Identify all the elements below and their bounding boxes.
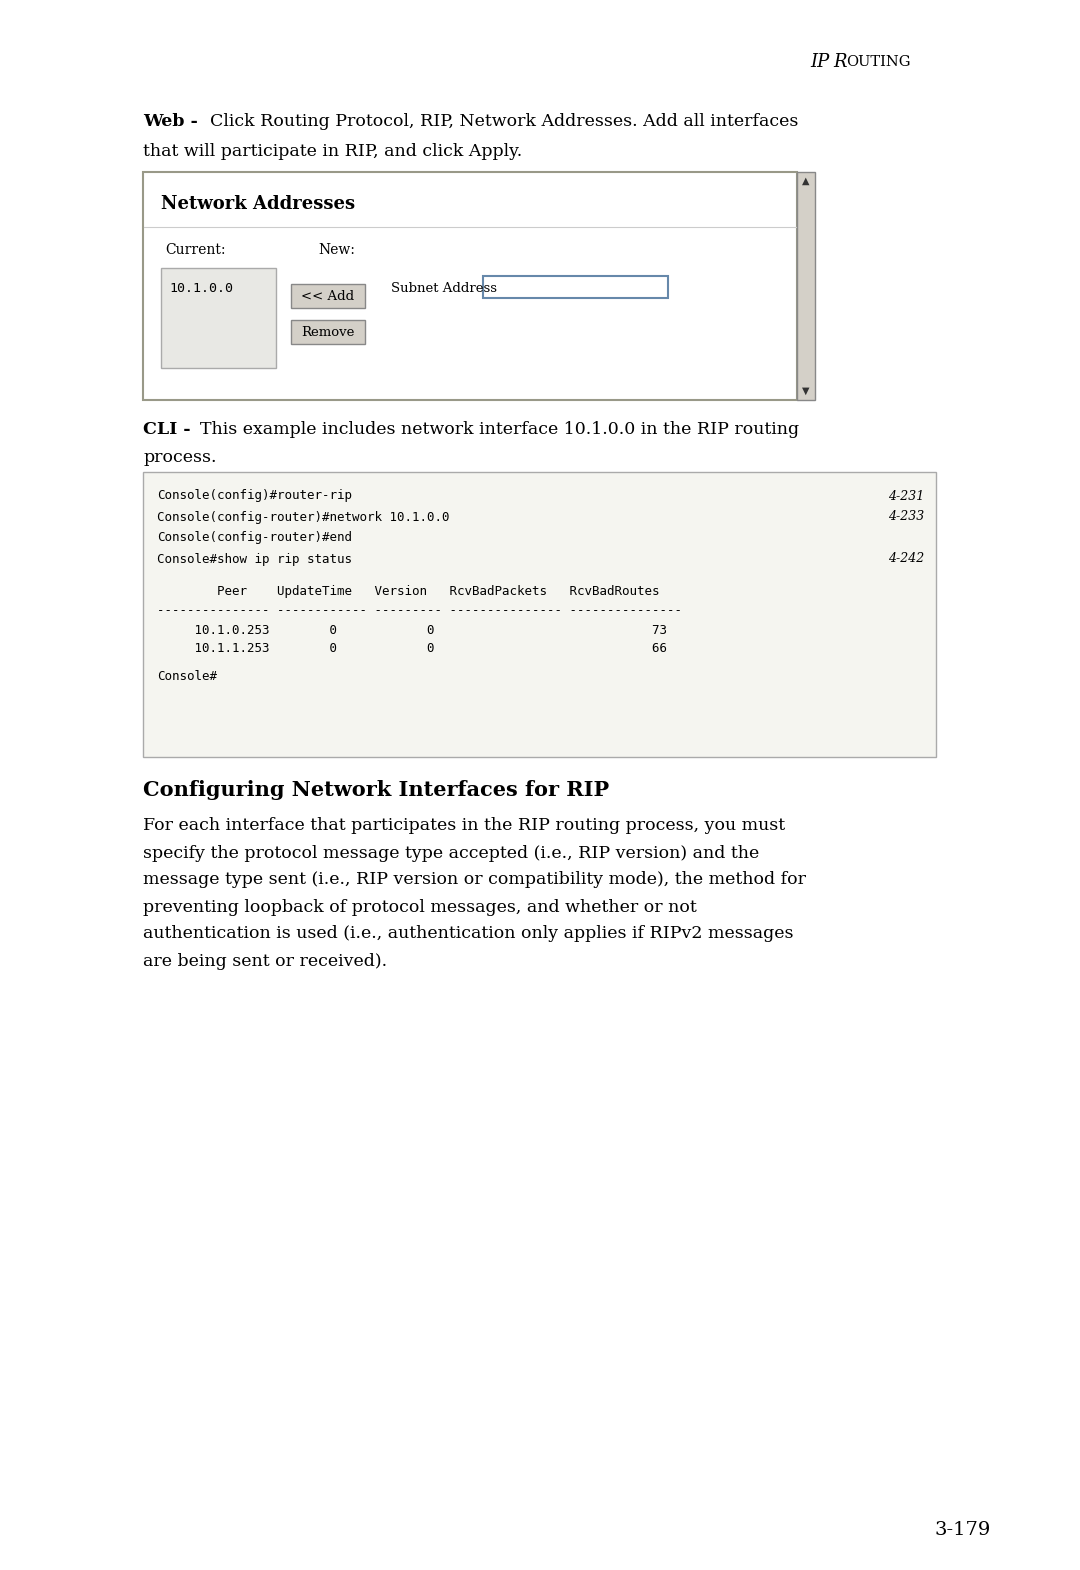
Text: preventing loopback of protocol messages, and whether or not: preventing loopback of protocol messages… xyxy=(143,898,697,915)
Text: Console#show ip rip status: Console#show ip rip status xyxy=(157,553,352,565)
Text: 4-231: 4-231 xyxy=(888,490,924,502)
Text: that will participate in RIP, and click Apply.: that will participate in RIP, and click … xyxy=(143,143,523,160)
Text: IP: IP xyxy=(810,53,835,71)
Text: This example includes network interface 10.1.0.0 in the RIP routing: This example includes network interface … xyxy=(200,421,799,438)
Text: authentication is used (i.e., authentication only applies if RIPv2 messages: authentication is used (i.e., authentica… xyxy=(143,925,794,942)
Bar xyxy=(143,173,797,400)
Text: process.: process. xyxy=(143,449,216,466)
Text: CLI -: CLI - xyxy=(143,421,191,438)
Text: Console(config)#router-rip: Console(config)#router-rip xyxy=(157,490,352,502)
Bar xyxy=(143,473,936,757)
Text: ▲: ▲ xyxy=(802,176,810,185)
Bar xyxy=(291,284,365,308)
Text: Configuring Network Interfaces for RIP: Configuring Network Interfaces for RIP xyxy=(143,780,609,801)
Text: Remove: Remove xyxy=(301,325,354,339)
Text: R: R xyxy=(833,53,847,71)
Text: 3-179: 3-179 xyxy=(935,1521,991,1539)
Bar xyxy=(161,268,276,367)
Text: Click Routing Protocol, RIP, Network Addresses. Add all interfaces: Click Routing Protocol, RIP, Network Add… xyxy=(210,113,798,130)
Text: Current:: Current: xyxy=(165,243,226,257)
Text: New:: New: xyxy=(318,243,355,257)
Text: Console(config-router)#network 10.1.0.0: Console(config-router)#network 10.1.0.0 xyxy=(157,510,449,523)
Text: For each interface that participates in the RIP routing process, you must: For each interface that participates in … xyxy=(143,818,785,835)
Text: Console#: Console# xyxy=(157,669,217,683)
Text: 10.1.0.0: 10.1.0.0 xyxy=(168,281,233,295)
Bar xyxy=(483,276,669,298)
Text: specify the protocol message type accepted (i.e., RIP version) and the: specify the protocol message type accept… xyxy=(143,845,759,862)
Text: Network Addresses: Network Addresses xyxy=(161,195,355,214)
Text: are being sent or received).: are being sent or received). xyxy=(143,953,387,970)
Text: --------------- ------------ --------- --------------- ---------------: --------------- ------------ --------- -… xyxy=(157,604,681,617)
Text: Web -: Web - xyxy=(143,113,198,130)
Text: 10.1.0.253        0            0                             73: 10.1.0.253 0 0 73 xyxy=(157,623,667,636)
Text: Console(config-router)#end: Console(config-router)#end xyxy=(157,532,352,545)
Text: Subnet Address: Subnet Address xyxy=(391,281,497,295)
Text: << Add: << Add xyxy=(301,289,354,303)
Text: ▼: ▼ xyxy=(802,386,810,396)
Text: message type sent (i.e., RIP version or compatibility mode), the method for: message type sent (i.e., RIP version or … xyxy=(143,871,806,889)
Text: 10.1.1.253        0            0                             66: 10.1.1.253 0 0 66 xyxy=(157,642,667,656)
Text: Peer    UpdateTime   Version   RcvBadPackets   RcvBadRoutes: Peer UpdateTime Version RcvBadPackets Rc… xyxy=(157,586,660,598)
Text: 4-233: 4-233 xyxy=(888,510,924,523)
Text: 4-242: 4-242 xyxy=(888,553,924,565)
Bar xyxy=(797,173,815,400)
Text: OUTING: OUTING xyxy=(846,55,910,69)
Bar xyxy=(291,320,365,344)
